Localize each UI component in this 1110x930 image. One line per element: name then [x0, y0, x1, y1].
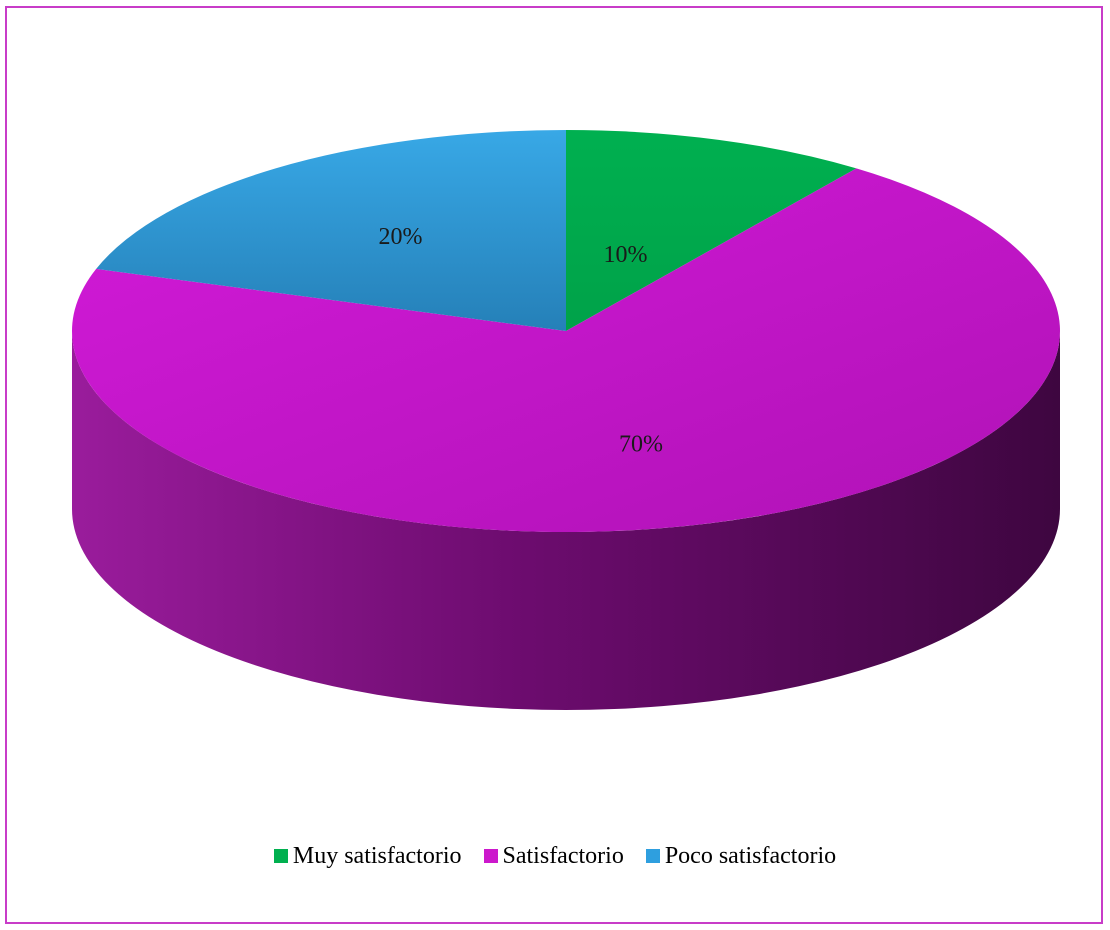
legend: Muy satisfactorio Satisfactorio Poco sat… — [0, 836, 1110, 876]
data-label-poco-satisfactorio: 20% — [378, 224, 422, 250]
pie-slice-satisfactorio — [71, 168, 1060, 533]
data-label-muy-satisfactorio: 10% — [604, 242, 648, 268]
pie-side-satisfactorio — [72, 331, 1060, 710]
legend-item-muy-satisfactorio: Muy satisfactorio — [273, 842, 462, 870]
legend-swatch-poco-satisfactorio — [645, 849, 660, 863]
data-label-satisfactorio: 70% — [619, 432, 663, 458]
pie-side — [72, 331, 1060, 710]
legend-swatch-satisfactorio — [483, 849, 498, 863]
legend-label-poco-satisfactorio: Poco satisfactorio — [664, 842, 837, 869]
legend-swatch-muy-satisfactorio — [273, 849, 288, 863]
legend-label-muy-satisfactorio: Muy satisfactorio — [292, 842, 462, 869]
legend-item-poco-satisfactorio: Poco satisfactorio — [645, 842, 837, 870]
pie-labels: 10% 70% 20% — [378, 224, 663, 458]
pie-slice-poco-satisfactorio — [96, 130, 567, 331]
pie-top — [71, 130, 1060, 533]
pie-slice-muy-satisfactorio — [566, 130, 857, 331]
legend-item-satisfactorio: Satisfactorio — [483, 842, 624, 870]
legend-label-satisfactorio: Satisfactorio — [502, 842, 624, 869]
